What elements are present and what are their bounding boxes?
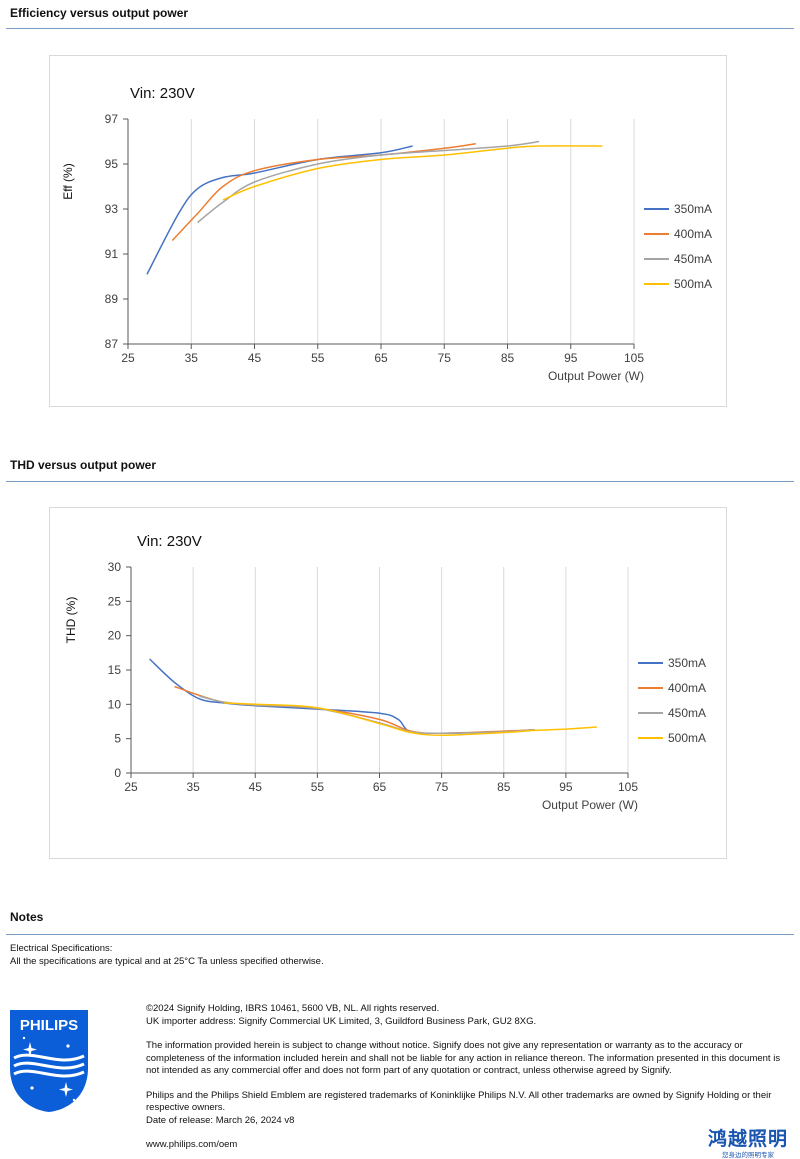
legend-label-400mA: 400mA (668, 681, 706, 695)
x-axis-label: Output Power (W) (542, 798, 638, 812)
x-tick-label-95: 95 (559, 780, 573, 794)
legend-label-400mA: 400mA (674, 227, 712, 241)
legend-label-350mA: 350mA (674, 202, 712, 216)
thd-chart: 0 5 10 15 20 25 30 25 35 45 55 65 75 85 95 105 Output Po… (49, 507, 727, 859)
x-tick-label-55: 55 (311, 351, 325, 365)
series-line-500mA (222, 145, 603, 201)
legend-label-350mA: 350mA (668, 656, 706, 670)
legend-label-500mA: 500mA (674, 277, 712, 291)
notes-text: Electrical Specifications: All the speci… (10, 942, 324, 968)
y-tick-label-93: 93 (105, 202, 119, 216)
thd-section-rule (6, 481, 794, 482)
series-line-350mA (146, 145, 413, 275)
y-tick-label-91: 91 (105, 247, 119, 261)
x-tick-label-85: 85 (501, 351, 515, 365)
x-tick-label-65: 65 (373, 780, 387, 794)
chart-annotation: Vin: 230V (130, 85, 195, 102)
legend-label-450mA: 450mA (668, 706, 706, 720)
notes-section-title: Notes (10, 910, 44, 924)
y-tick-label-0: 0 (114, 766, 121, 780)
x-tick-label-35: 35 (185, 351, 199, 365)
philips-logo: PHILIPS (8, 1008, 90, 1114)
notes-section-rule (6, 934, 794, 935)
x-tick-label-105: 105 (624, 351, 644, 365)
philips-shield-icon: PHILIPS (10, 1010, 88, 1112)
efficiency-section-title: Efficiency versus output power (10, 6, 189, 20)
chart-annotation: Vin: 230V (137, 533, 202, 550)
x-axis-label: Output Power (W) (548, 369, 644, 383)
y-tick-label-5: 5 (114, 732, 121, 746)
x-tick-label-25: 25 (124, 780, 138, 794)
y-tick-label-87: 87 (105, 337, 119, 351)
y-tick-label-89: 89 (105, 292, 119, 306)
footer-website-link[interactable]: www.philips.com/oem (146, 1139, 238, 1150)
y-tick-label-95: 95 (105, 157, 119, 171)
y-axis-label: Eff (%) (61, 163, 75, 199)
y-tick-label-25: 25 (108, 594, 122, 608)
notes-line-2: All the specifications are typical and a… (10, 956, 324, 967)
legend-label-450mA: 450mA (674, 252, 712, 266)
footer-release-date: Date of release: March 26, 2024 v8 (146, 1114, 295, 1126)
x-tick-label-75: 75 (435, 780, 449, 794)
footer-trademarks: Philips and the Philips Shield Emblem ar… (146, 1089, 772, 1114)
legend-label-500mA: 500mA (668, 731, 706, 745)
series-line-400mA (171, 142, 477, 242)
philips-logo-text: PHILIPS (20, 1017, 78, 1034)
y-tick-label-10: 10 (108, 697, 122, 711)
brand-watermark-name: 鸿越照明 (707, 1128, 788, 1150)
efficiency-chart-svg: 87 89 91 93 95 97 25 35 45 55 65 75 85 95 105 Output Po… (61, 85, 712, 383)
footer-importer: UK importer address: Signify Commercial … (146, 1015, 537, 1027)
y-tick-label-30: 30 (108, 560, 122, 574)
series-line-500mA (224, 702, 597, 736)
x-tick-label-45: 45 (249, 780, 263, 794)
series-line-350mA (149, 658, 535, 735)
x-tick-label-55: 55 (311, 780, 325, 794)
series-line-450mA (197, 140, 540, 224)
footer: ©2024 Signify Holding, IBRS 10461, 5600 … (146, 1003, 791, 1152)
x-tick-label-25: 25 (121, 351, 135, 365)
footer-disclaimer: The information provided herein is subje… (146, 1040, 781, 1076)
x-tick-label-105: 105 (618, 780, 638, 794)
footer-copyright: ©2024 Signify Holding, IBRS 10461, 5600 … (146, 1003, 440, 1014)
thd-chart-svg: 0 5 10 15 20 25 30 25 35 45 55 65 75 85 95 105 Output Po… (64, 533, 706, 812)
efficiency-section-rule (6, 28, 794, 29)
series-line-400mA (174, 685, 535, 734)
notes-line-1: Electrical Specifications: (10, 943, 113, 954)
x-tick-label-35: 35 (186, 780, 200, 794)
x-tick-label-95: 95 (564, 351, 578, 365)
thd-section-title: THD versus output power (10, 458, 157, 472)
y-tick-label-20: 20 (108, 629, 122, 643)
y-tick-label-15: 15 (108, 663, 122, 677)
y-tick-label-97: 97 (105, 112, 119, 126)
x-tick-label-65: 65 (374, 351, 388, 365)
brand-watermark: 鸿越照明 您身边的照明专家 (700, 1124, 796, 1159)
x-tick-label-75: 75 (438, 351, 452, 365)
efficiency-chart: 87 89 91 93 95 97 25 35 45 55 65 75 85 95 105 Output Po… (49, 55, 727, 407)
series-line-450mA (199, 695, 535, 734)
brand-watermark-tagline: 您身边的照明专家 (722, 1151, 774, 1159)
x-tick-label-85: 85 (497, 780, 511, 794)
x-tick-label-45: 45 (248, 351, 262, 365)
y-axis-label: THD (%) (64, 597, 78, 644)
